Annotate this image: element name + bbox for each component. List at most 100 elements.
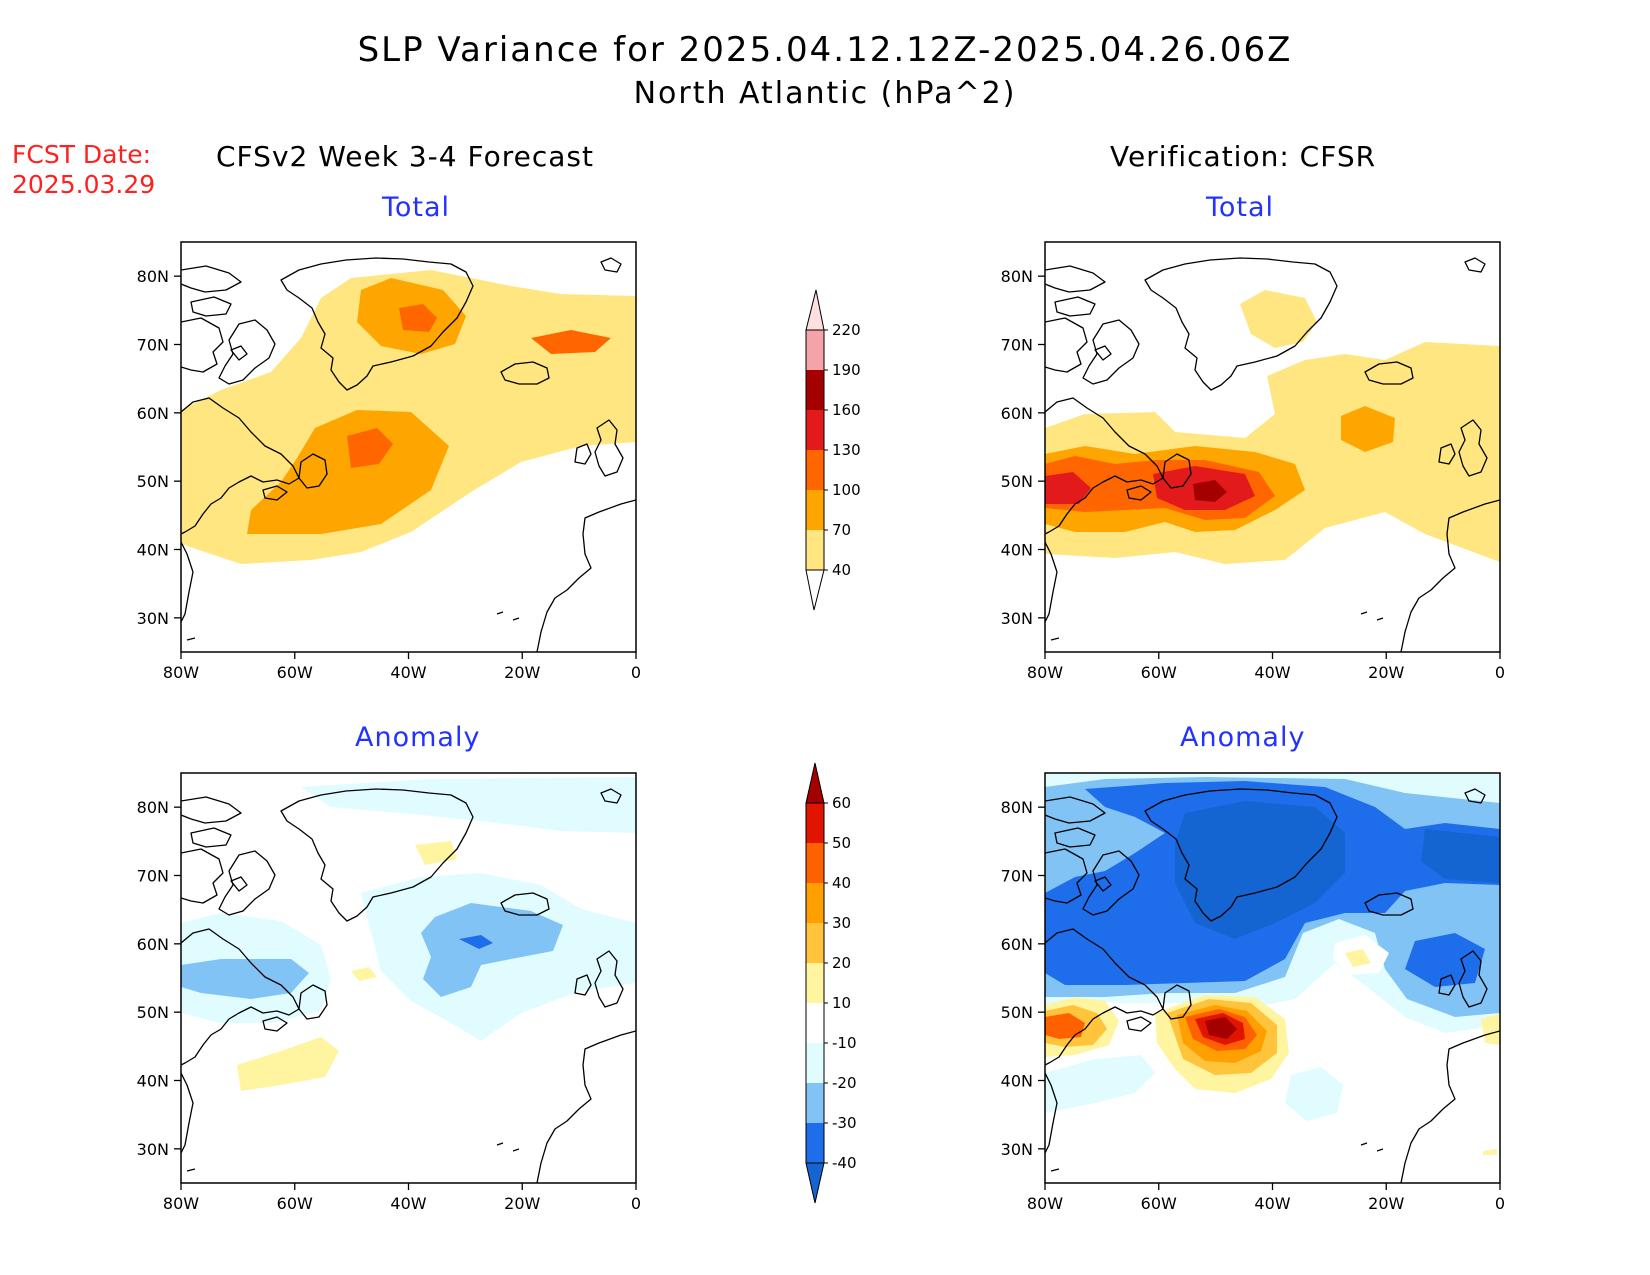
lat-tick-label-verification-total: 70N	[1001, 336, 1033, 355]
colorbar-total-top-cap	[805, 289, 825, 331]
colorbar-total-label: 160	[832, 401, 861, 419]
colorbar-total-band	[806, 410, 824, 450]
lat-tick-label-verification-anomaly: 30N	[1001, 1140, 1033, 1159]
colorbar-anomaly-band	[806, 1123, 824, 1163]
colorbar-total-bottom-cap	[805, 569, 825, 611]
colorbar-anomaly-band	[806, 923, 824, 963]
lat-tick-label-verification-total: 80N	[1001, 267, 1033, 286]
lon-tick-label-verification-anomaly: 80W	[1027, 1194, 1063, 1213]
lat-tick-label-verification-total: 50N	[1001, 472, 1033, 491]
lat-tick-label-forecast-total: 70N	[137, 336, 169, 355]
lat-tick-label-verification-total: 30N	[1001, 609, 1033, 628]
lon-tick-label-forecast-anomaly: 20W	[504, 1194, 540, 1213]
lon-tick-label-forecast-anomaly: 40W	[390, 1194, 426, 1213]
lat-tick-label-forecast-total: 60N	[137, 404, 169, 423]
colorbar-anomaly-frame	[805, 802, 825, 1164]
colorbar-anomaly-label: -30	[832, 1114, 857, 1132]
colorbar-total-label: 190	[832, 361, 861, 379]
lon-tick-label-verification-total: 0	[1495, 663, 1505, 682]
colorbar-anomaly-band	[806, 1083, 824, 1123]
colorbar-anomaly-label: 20	[832, 954, 851, 972]
lat-tick-label-forecast-total: 30N	[137, 609, 169, 628]
lon-tick-label-verification-anomaly: 60W	[1141, 1194, 1177, 1213]
lon-tick-label-forecast-total: 60W	[277, 663, 313, 682]
colorbar-anomaly: -40 -30 -20 -10 10 20 30 40 50 60	[805, 762, 857, 1204]
lon-tick-label-forecast-total: 80W	[163, 663, 199, 682]
lon-tick-label-forecast-total: 0	[631, 663, 641, 682]
lat-tick-label-forecast-total: 50N	[137, 472, 169, 491]
forecast-column-title: CFSv2 Week 3-4 Forecast	[216, 140, 594, 173]
lon-tick-label-forecast-total: 20W	[504, 663, 540, 682]
lon-tick-label-forecast-anomaly: 0	[631, 1194, 641, 1213]
colorbar-anomaly-label: -20	[832, 1074, 857, 1092]
lat-tick-label-forecast-anomaly: 60N	[137, 935, 169, 954]
panel-title-verification-total: Total	[1206, 192, 1275, 223]
colorbar-total: 40 70 100 130 160 190 220	[805, 289, 861, 611]
colorbar-anomaly-band	[806, 883, 824, 923]
lon-tick-label-verification-anomaly: 20W	[1368, 1194, 1404, 1213]
colorbar-anomaly-label: 10	[832, 994, 851, 1012]
forecast-date-block: FCST Date: 2025.03.29	[12, 140, 155, 200]
lat-tick-label-verification-anomaly: 60N	[1001, 935, 1033, 954]
colorbar-total-label: 70	[832, 521, 851, 539]
lat-tick-label-verification-anomaly: 50N	[1001, 1003, 1033, 1022]
lat-tick-label-verification-total: 60N	[1001, 404, 1033, 423]
lon-tick-label-verification-total: 20W	[1368, 663, 1404, 682]
colorbar-anomaly-top-cap	[805, 762, 825, 804]
colorbar-total-label: 100	[832, 481, 861, 499]
lat-tick-label-forecast-anomaly: 70N	[137, 867, 169, 886]
panel-title-forecast-anomaly: Anomaly	[355, 722, 481, 753]
verification-column-title: Verification: CFSR	[1110, 140, 1377, 173]
forecast-date-value: 2025.03.29	[12, 170, 156, 199]
colorbar-anomaly-band	[806, 1043, 824, 1083]
figure-title: SLP Variance for 2025.04.12.12Z-2025.04.…	[357, 30, 1293, 70]
lat-tick-label-forecast-anomaly: 80N	[137, 798, 169, 817]
lat-tick-label-forecast-total: 80N	[137, 267, 169, 286]
colorbar-total-label: 220	[832, 321, 861, 339]
map-verification-anomaly	[1044, 772, 1501, 1184]
lon-tick-label-verification-total: 80W	[1027, 663, 1063, 682]
lat-tick-label-verification-anomaly: 70N	[1001, 867, 1033, 886]
figure-subtitle: North Atlantic (hPa^2)	[633, 76, 1017, 111]
colorbar-anomaly-band	[806, 803, 824, 843]
colorbar-anomaly-band	[806, 1003, 824, 1043]
colorbar-anomaly-label: -10	[832, 1034, 857, 1052]
colorbar-anomaly-label: 60	[832, 794, 851, 812]
map-verification-total	[1044, 241, 1501, 653]
lon-tick-label-verification-anomaly: 40W	[1254, 1194, 1290, 1213]
colorbar-total-label: 40	[832, 561, 851, 579]
colorbar-anomaly-bottom-cap	[805, 1162, 825, 1204]
colorbar-total-band	[806, 450, 824, 490]
lat-tick-label-verification-total: 40N	[1001, 541, 1033, 560]
colorbar-total-band	[806, 530, 824, 570]
colorbar-anomaly-label: 30	[832, 914, 851, 932]
colorbar-total-label: 130	[832, 441, 861, 459]
lat-tick-label-forecast-anomaly: 50N	[137, 1003, 169, 1022]
colorbar-anomaly-band	[806, 843, 824, 883]
colorbar-anomaly-label: 50	[832, 834, 851, 852]
panel-title-verification-anomaly: Anomaly	[1180, 722, 1306, 753]
colorbar-anomaly-band	[806, 963, 824, 1003]
lat-tick-label-verification-anomaly: 40N	[1001, 1072, 1033, 1091]
lat-tick-label-forecast-anomaly: 40N	[137, 1072, 169, 1091]
colorbar-total-band	[806, 330, 824, 370]
lat-tick-label-verification-anomaly: 80N	[1001, 798, 1033, 817]
lon-tick-label-forecast-anomaly: 80W	[163, 1194, 199, 1213]
map-forecast-anomaly	[180, 772, 637, 1184]
lon-tick-label-forecast-anomaly: 60W	[277, 1194, 313, 1213]
colorbar-total-band	[806, 370, 824, 410]
lon-tick-label-verification-total: 60W	[1141, 663, 1177, 682]
colorbar-anomaly-label: -40	[832, 1154, 857, 1172]
map-forecast-total	[180, 241, 637, 653]
colorbar-total-band	[806, 490, 824, 530]
map-axes: 30N 40N 50N 60N 70N 80N 80W 60W 40W 20W 0 30N 40N 50N…	[137, 267, 1505, 1213]
colorbar-anomaly-label: 40	[832, 874, 851, 892]
panel-title-forecast-total: Total	[382, 192, 451, 223]
forecast-date-label: FCST Date:	[12, 140, 152, 169]
lat-tick-label-forecast-anomaly: 30N	[137, 1140, 169, 1159]
lon-tick-label-verification-total: 40W	[1254, 663, 1290, 682]
lon-tick-label-forecast-total: 40W	[390, 663, 426, 682]
lon-tick-label-verification-anomaly: 0	[1495, 1194, 1505, 1213]
lat-tick-label-forecast-total: 40N	[137, 541, 169, 560]
